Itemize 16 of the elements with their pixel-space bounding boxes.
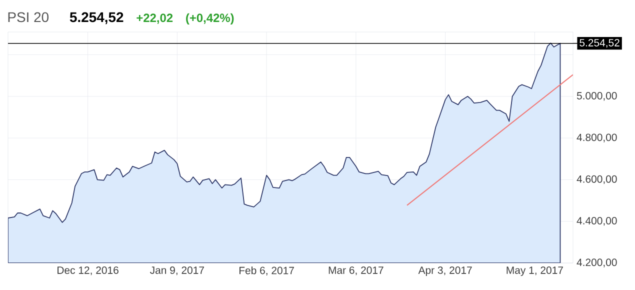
x-tick-label: Feb 6, 2017: [240, 266, 294, 276]
y-tick-label: 5.000,00: [576, 92, 617, 101]
y-tick-label: 4.800,00: [576, 134, 617, 142]
ref-line-label: 5.254,52: [580, 39, 620, 48]
x-tick-label: Apr 3, 2017: [418, 266, 472, 276]
x-tick-label: Jan 9, 2017: [150, 266, 204, 276]
text: +22,02: [136, 14, 173, 24]
x-tick-label: Dec 12, 2016: [58, 266, 118, 276]
text: (+0,42%): [186, 13, 234, 24]
chart-subtitle: 5.254,52: [70, 12, 124, 24]
x-tick-label: Mar 6, 2017: [328, 266, 384, 276]
y-tick-label: 4.600,00: [576, 175, 617, 184]
y-tick-label: 4.400,00: [576, 217, 617, 226]
x-tick-label: May 1, 2017: [506, 266, 563, 276]
chart-title: PSI 20: [8, 12, 49, 22]
y-tick-label: 4.200,00: [576, 258, 617, 268]
